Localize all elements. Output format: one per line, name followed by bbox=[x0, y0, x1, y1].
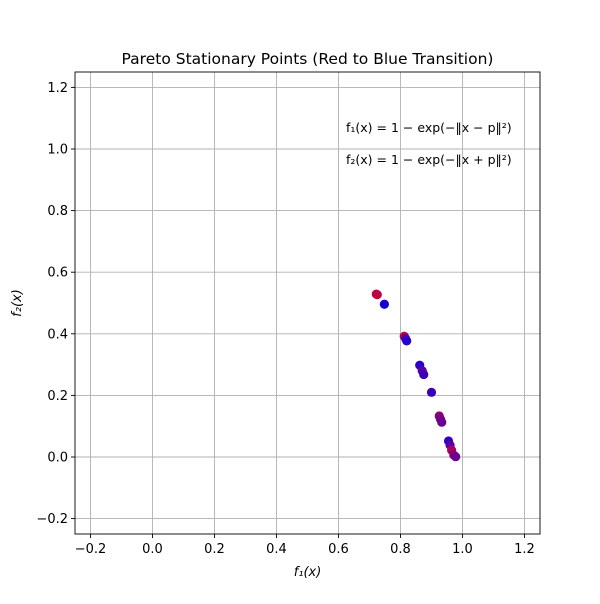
y-tick-label: 0.4 bbox=[47, 327, 68, 342]
y-tick-label: 0.6 bbox=[47, 266, 68, 281]
x-axis-label: f₁(x) bbox=[294, 565, 322, 580]
data-point bbox=[371, 289, 381, 299]
x-tick-label: −0.2 bbox=[75, 542, 107, 557]
x-tick-label: 0.6 bbox=[328, 542, 349, 557]
y-tick-label: 0.8 bbox=[47, 204, 68, 219]
data-point bbox=[437, 417, 447, 427]
data-points bbox=[371, 289, 461, 462]
axis-ticks: −0.2 0.0 0.2 0.4 0.6 0.8 1.0 1.2 −0.2 0.0 0.2 0.4 0.… bbox=[36, 81, 534, 557]
y-axis-label: f₂(x) bbox=[10, 289, 25, 317]
data-point bbox=[379, 299, 389, 309]
x-tick-label: 1.0 bbox=[452, 542, 473, 557]
y-tick-label: 1.0 bbox=[47, 143, 68, 158]
y-tick-label: 1.2 bbox=[47, 81, 68, 96]
chart-title: Pareto Stationary Points (Red to Blue Tr… bbox=[122, 50, 494, 68]
x-tick-label: 0.8 bbox=[390, 542, 411, 557]
data-point bbox=[426, 387, 437, 397]
x-tick-label: 1.2 bbox=[514, 542, 535, 557]
annotation-f1: f₁(x) = 1 − exp(−‖x − p‖²) bbox=[346, 120, 512, 135]
x-tick-label: 0.4 bbox=[266, 542, 287, 557]
grid bbox=[75, 72, 540, 534]
x-tick-label: 0.0 bbox=[142, 542, 163, 557]
y-tick-label: 0.0 bbox=[47, 451, 68, 466]
data-point bbox=[451, 452, 461, 462]
x-tick-label: 0.2 bbox=[204, 542, 225, 557]
axes-frame bbox=[74, 71, 541, 535]
y-tick-label: 0.2 bbox=[47, 389, 68, 404]
data-point bbox=[419, 369, 429, 380]
data-point bbox=[402, 336, 412, 346]
annotation-f2: f₂(x) = 1 − exp(−‖x + p‖²) bbox=[346, 152, 512, 167]
y-tick-label: −0.2 bbox=[36, 512, 68, 527]
